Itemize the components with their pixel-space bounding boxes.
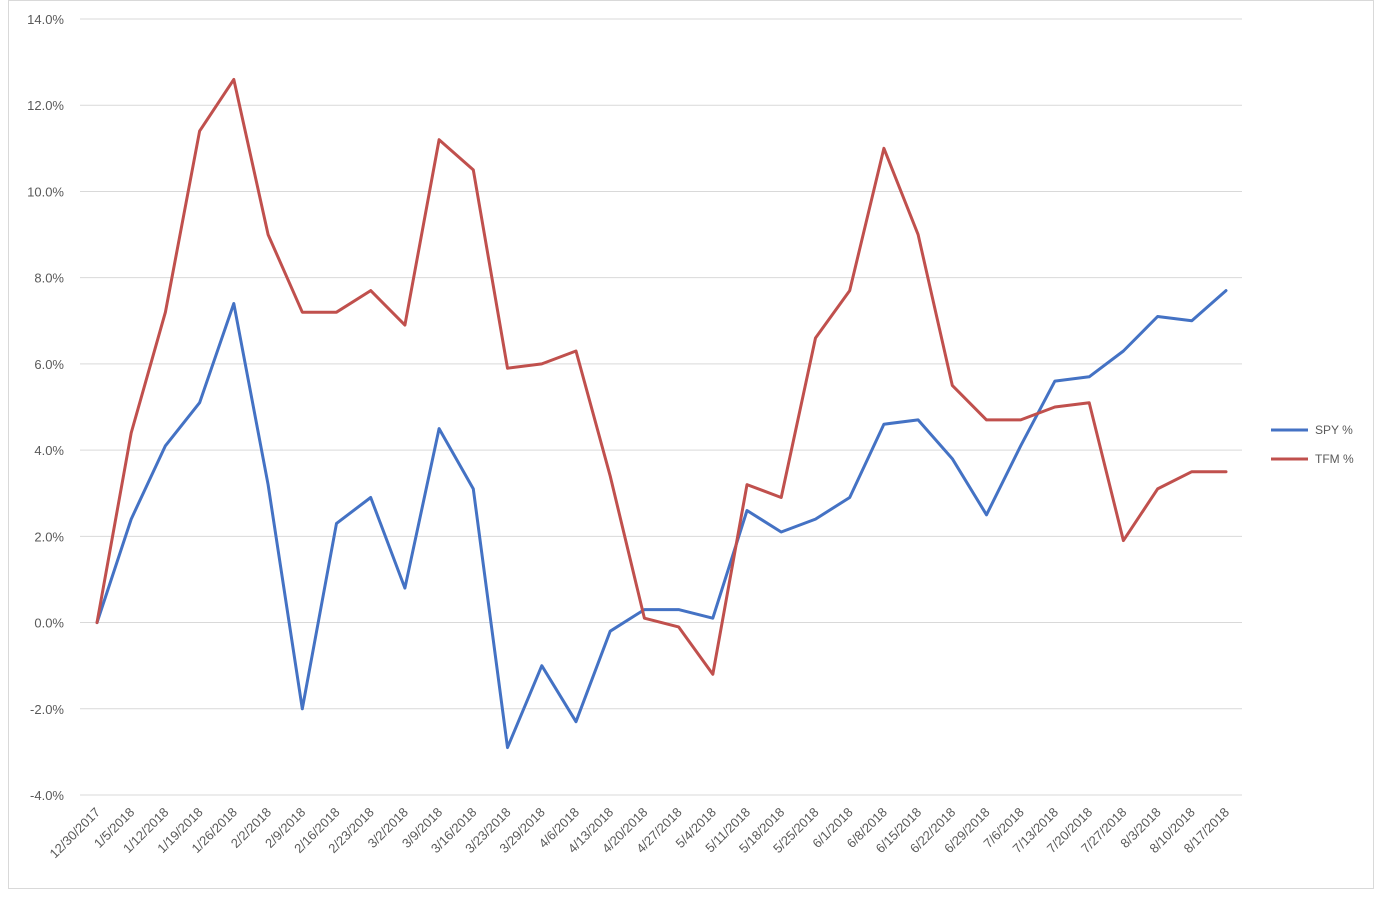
y-axis-tick-labels: -4.0% -2.0% 0.0% 2.0% 4.0% 6.0% 8.0% 10.0% 12.0%… [27, 12, 64, 803]
y-tick-label: 14.0% [27, 12, 64, 27]
y-tick-label: -2.0% [30, 702, 64, 717]
x-tick-label: 12/30/2017 [46, 805, 103, 862]
chart-frame [8, 0, 1374, 889]
y-tick-label: 12.0% [27, 98, 64, 113]
series-line-1 [95, 77, 1228, 676]
legend-label: TFM % [1315, 452, 1354, 466]
y-tick-label: 4.0% [34, 443, 64, 458]
y-tick-label: 2.0% [34, 529, 64, 544]
y-tick-label: -4.0% [30, 788, 64, 803]
x-axis-tick-labels: 12/30/20171/5/20181/12/20181/19/20181/26… [46, 805, 1232, 862]
y-tick-label: 0.0% [34, 616, 64, 631]
y-tick-label: 6.0% [34, 357, 64, 372]
gridlines [80, 18, 1242, 796]
series-line-0 [95, 289, 1228, 750]
legend-label: SPY % [1315, 423, 1353, 437]
y-tick-label: 8.0% [34, 271, 64, 286]
y-tick-label: 10.0% [27, 184, 64, 199]
legend: SPY % TFM % [1271, 423, 1354, 466]
series-lines [95, 77, 1228, 750]
